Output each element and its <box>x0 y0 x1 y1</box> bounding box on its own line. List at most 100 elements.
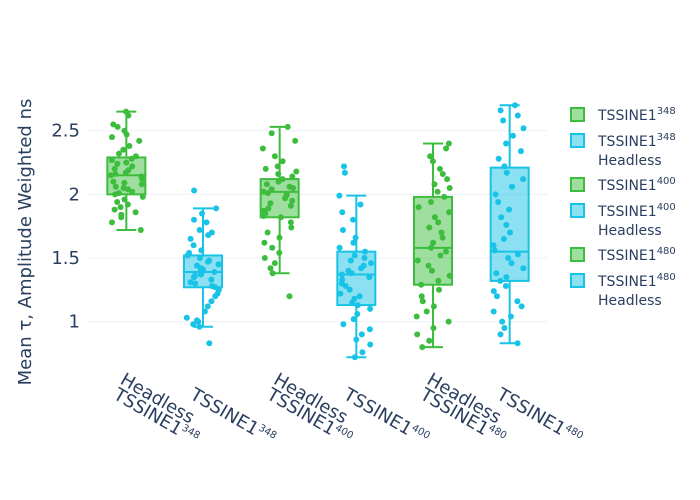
data-point <box>503 140 510 147</box>
legend-item[interactable]: TSSINE1400 Headless <box>570 202 676 239</box>
data-point <box>287 202 294 209</box>
box-trace <box>259 123 300 300</box>
data-point <box>121 179 128 186</box>
data-point <box>352 234 359 241</box>
data-point <box>264 229 271 236</box>
data-point <box>425 262 432 269</box>
data-point <box>444 176 451 183</box>
legend-swatch <box>570 133 585 148</box>
data-point <box>139 176 146 183</box>
data-point <box>502 283 509 289</box>
data-point <box>111 165 118 172</box>
data-point <box>187 235 194 242</box>
data-point <box>275 178 282 185</box>
data-point <box>358 265 365 272</box>
y-tick-label: 2.5 <box>51 121 80 142</box>
data-point <box>500 235 507 242</box>
legend-item[interactable]: TSSINE1348 Headless <box>570 132 676 169</box>
data-point <box>438 229 445 236</box>
grid-lines <box>88 130 548 323</box>
data-point <box>418 293 425 300</box>
data-point <box>348 270 355 277</box>
data-point <box>510 132 516 139</box>
data-point <box>137 227 144 233</box>
data-point <box>362 248 368 255</box>
data-point <box>263 181 270 188</box>
data-point <box>264 190 271 197</box>
legend-swatch <box>570 273 585 288</box>
data-point <box>353 336 360 343</box>
y-tick-labels: 1 1.5 2 2.5 <box>51 121 80 333</box>
box-trace <box>336 163 377 361</box>
data-point <box>419 344 426 351</box>
data-point <box>284 123 291 130</box>
data-point <box>349 299 356 306</box>
data-point <box>129 163 136 170</box>
data-point <box>514 251 521 258</box>
legend-item[interactable]: TSSINE1480 Headless <box>570 272 676 309</box>
data-point <box>500 117 507 124</box>
data-point <box>346 286 353 293</box>
data-point <box>183 314 190 321</box>
data-point <box>199 210 205 217</box>
data-point <box>426 224 433 231</box>
data-point <box>354 311 361 317</box>
data-point <box>361 255 368 261</box>
data-point <box>517 148 524 155</box>
data-point <box>341 169 348 176</box>
legend-swatch <box>570 177 585 192</box>
data-point <box>339 271 345 278</box>
data-point <box>490 308 497 315</box>
data-point <box>431 214 438 221</box>
data-point <box>117 204 124 211</box>
data-point <box>211 269 218 275</box>
data-point <box>509 183 515 190</box>
data-point <box>184 252 191 259</box>
data-point <box>514 340 521 347</box>
data-point <box>276 249 283 256</box>
data-point <box>192 280 199 287</box>
legend-item[interactable]: TSSINE1400 <box>570 176 676 194</box>
data-point <box>446 209 453 216</box>
legend-swatch <box>570 107 585 122</box>
data-point <box>260 213 267 219</box>
data-point <box>434 188 441 195</box>
legend[interactable]: TSSINE1348 TSSINE1348 Headless TSSINE1400 TS… <box>570 106 676 309</box>
legend-label: TSSINE1400 <box>597 176 676 194</box>
data-point <box>503 274 510 281</box>
data-point <box>439 234 446 241</box>
data-point <box>268 186 275 193</box>
data-point <box>215 261 222 268</box>
data-point <box>430 239 437 246</box>
data-point <box>118 214 125 221</box>
data-point <box>122 169 129 176</box>
y-axis-title: Mean τ, Amplitude Weighted ns <box>15 99 36 386</box>
data-point <box>128 155 135 162</box>
data-point <box>112 183 119 190</box>
data-point <box>121 196 128 203</box>
data-point <box>357 201 364 208</box>
legend-item[interactable]: TSSINE1348 <box>570 106 676 124</box>
data-point <box>490 288 497 295</box>
data-point <box>196 227 203 233</box>
data-point <box>443 248 449 255</box>
data-point <box>129 188 136 195</box>
data-point <box>445 140 452 147</box>
data-point <box>415 204 422 211</box>
data-point <box>350 316 357 323</box>
legend-item[interactable]: TSSINE1480 <box>570 246 676 264</box>
data-point <box>430 303 437 310</box>
data-point <box>414 257 421 264</box>
data-point <box>108 172 114 179</box>
data-point <box>277 214 284 221</box>
data-point <box>204 303 211 310</box>
data-point <box>445 318 452 325</box>
data-point <box>443 145 450 152</box>
data-point <box>368 260 374 267</box>
data-point <box>514 298 521 305</box>
data-point <box>428 267 435 274</box>
data-point <box>279 158 286 165</box>
data-point <box>367 305 374 312</box>
data-point <box>492 191 499 198</box>
